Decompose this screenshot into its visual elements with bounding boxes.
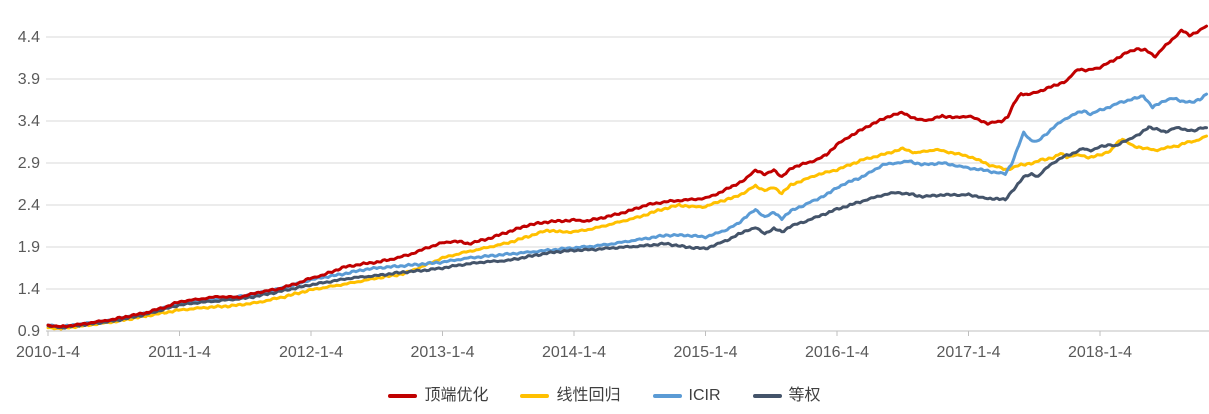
legend-line-swatch-top-optimization [388,393,418,399]
x-axis-tick-label: 2012-1-4 [279,344,343,361]
legend-item-label: 线性回归 [556,387,621,404]
legend-line-swatch-equal-weight [752,393,782,399]
legend-item-label: 等权 [788,387,821,404]
series-line-top-optimization [46,24,1208,329]
x-axis-tick-label: 2016-1-4 [805,344,869,361]
legend-line-swatch-icir [652,393,682,399]
y-axis-tick-label: 3.9 [18,71,40,88]
legend-item-linear-regression: 线性回归 [520,387,621,404]
x-axis-tick-label: 2015-1-4 [673,344,737,361]
series-line-equal-weight [46,125,1208,330]
y-axis-tick-label: 3.4 [18,113,40,130]
series-line-linear-regression [46,134,1208,331]
y-axis-tick-label: 0.9 [18,323,40,340]
y-axis-tick-label: 1.4 [18,281,40,298]
legend-line-swatch-linear-regression [520,393,550,399]
x-axis-tick-label: 2013-1-4 [410,344,474,361]
x-axis-tick-label: 2011-1-4 [148,344,211,361]
legend-item-label: 顶端优化 [424,387,489,404]
y-axis-tick-label: 2.9 [18,155,40,172]
y-axis-tick-label: 1.9 [18,239,40,256]
legend-item-icir: ICIR [652,387,721,404]
y-axis-tick-label: 4.4 [18,29,40,46]
x-axis-tick-label: 2017-1-4 [936,344,1000,361]
legend-item-label: ICIR [688,387,721,404]
x-axis-tick-label: 2018-1-4 [1068,344,1132,361]
x-axis-tick-label: 2014-1-4 [542,344,606,361]
x-axis-tick-label: 2010-1-4 [16,344,80,361]
legend-item-top-optimization: 顶端优化 [388,388,488,404]
chart-legend: 顶端优化 线性回归 ICIR 等权 [0,388,1209,404]
y-axis-tick-label: 2.4 [18,197,40,214]
legend-item-equal-weight: 等权 [752,387,821,404]
